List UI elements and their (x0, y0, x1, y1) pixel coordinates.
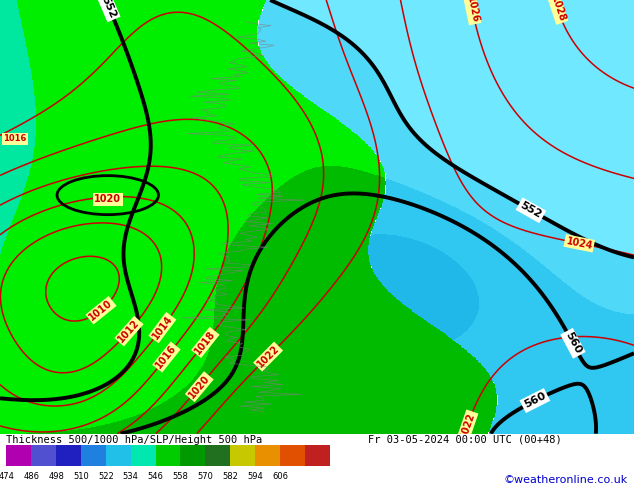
Text: 1024: 1024 (565, 236, 593, 251)
Bar (230, 445, 255, 466)
Text: 1018: 1018 (193, 329, 217, 356)
Text: 606: 606 (272, 472, 288, 481)
Text: 534: 534 (123, 472, 139, 481)
Text: 1022: 1022 (255, 343, 281, 369)
Bar (255, 445, 280, 466)
Bar (181, 445, 205, 466)
Text: 558: 558 (172, 472, 188, 481)
Bar (205, 445, 230, 466)
Text: 1016: 1016 (154, 343, 179, 371)
Text: ©weatheronline.co.uk: ©weatheronline.co.uk (503, 475, 628, 486)
Bar (6, 445, 31, 466)
Bar (31, 445, 56, 466)
Text: 570: 570 (197, 472, 213, 481)
Text: Thickness 500/1000 hPa/SLP/Height 500 hPa: Thickness 500/1000 hPa/SLP/Height 500 hP… (6, 435, 262, 445)
Text: 560: 560 (522, 391, 548, 410)
Text: 560: 560 (563, 331, 583, 356)
Text: 510: 510 (73, 472, 89, 481)
Text: 1022: 1022 (458, 411, 477, 440)
Bar (56, 445, 81, 466)
Text: 1026: 1026 (465, 0, 480, 24)
Text: 594: 594 (247, 472, 263, 481)
Text: 498: 498 (48, 472, 64, 481)
Bar (155, 445, 181, 466)
Text: 1020: 1020 (94, 195, 121, 204)
Text: 474: 474 (0, 472, 15, 481)
Text: 552: 552 (519, 200, 543, 220)
Bar (106, 445, 131, 466)
Bar (305, 445, 330, 466)
Text: 1010: 1010 (87, 298, 115, 322)
Text: 1028: 1028 (548, 0, 567, 23)
Bar (280, 445, 305, 466)
Text: 552: 552 (100, 0, 118, 20)
Bar (131, 445, 155, 466)
Text: 1012: 1012 (116, 318, 142, 344)
Text: Fr 03-05-2024 00:00 UTC (00+48): Fr 03-05-2024 00:00 UTC (00+48) (368, 435, 562, 445)
Bar (81, 445, 106, 466)
Text: 1016: 1016 (3, 134, 27, 143)
Text: 1014: 1014 (150, 314, 174, 342)
Text: 486: 486 (23, 472, 39, 481)
Text: 1020: 1020 (187, 373, 212, 400)
Text: 522: 522 (98, 472, 113, 481)
Text: 546: 546 (148, 472, 164, 481)
Text: 582: 582 (223, 472, 238, 481)
